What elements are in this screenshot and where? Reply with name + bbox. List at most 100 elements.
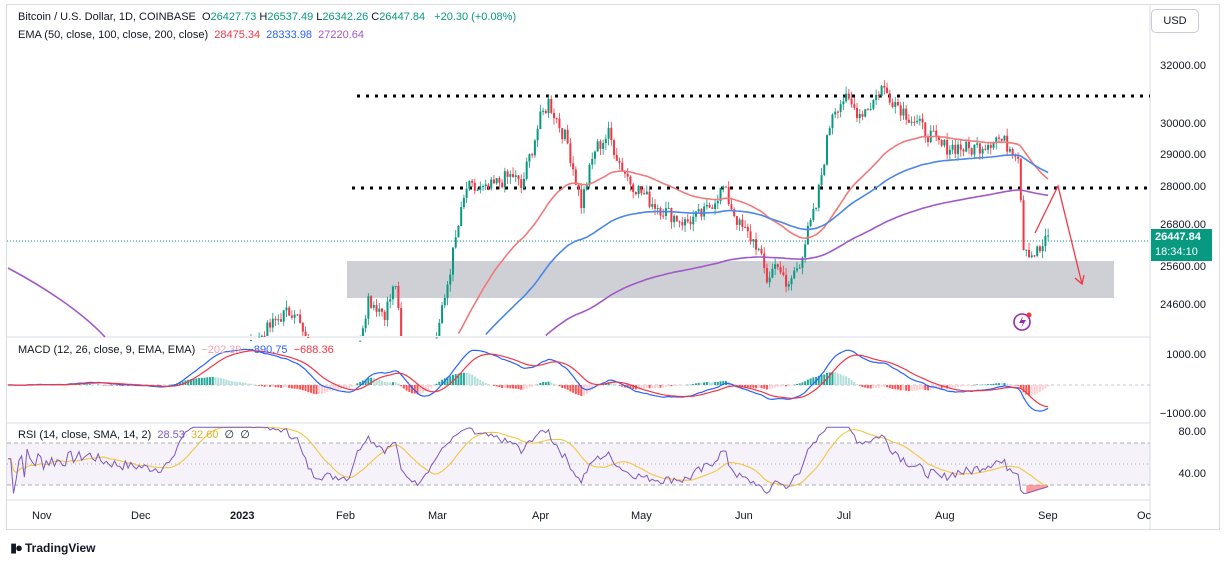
macd-histogram-bar (181, 381, 184, 385)
macd-histogram-bar (77, 384, 80, 385)
candle (763, 247, 766, 274)
candle (623, 171, 626, 178)
macd-histogram-bar (1017, 385, 1020, 386)
macd-histogram-bar (1003, 382, 1006, 385)
macd-histogram-bar (247, 383, 250, 385)
macd-histogram-bar (451, 374, 454, 385)
macd-histogram-bar (536, 384, 539, 386)
candle (1028, 242, 1031, 259)
macd-histogram-bar (675, 385, 678, 386)
candle (465, 181, 468, 204)
macd-histogram-bar (801, 382, 804, 385)
macd-histogram-bar (793, 384, 796, 386)
macd-histogram-bar (561, 385, 564, 388)
candle (831, 113, 834, 135)
ema-label[interactable]: EMA (50, close, 100, close, 200, close) (18, 29, 209, 41)
macd-histogram-bar (959, 385, 962, 387)
ohlc-key-o: O (201, 11, 211, 23)
candle (290, 310, 293, 320)
candle (967, 136, 970, 155)
candle (585, 182, 588, 191)
macd-histogram-bar (170, 384, 173, 385)
macd-legend[interactable]: MACD (12, 26, close, 9, EMA, EMA) −202.3… (18, 344, 337, 356)
macd-histogram-bar (550, 382, 553, 385)
macd-histogram-bar (1028, 385, 1031, 396)
rsi-legend[interactable]: RSI (14, close, SMA, 14, 2) 28.53 32.60 … (18, 428, 253, 441)
macd-histogram-bar (746, 385, 749, 388)
macd-histogram-bar (383, 382, 386, 385)
macd-histogram-bar (391, 382, 394, 385)
macd-histogram-bar (331, 385, 334, 391)
candle (959, 139, 962, 157)
macd-histogram-bar (640, 385, 643, 389)
candle (389, 294, 392, 309)
macd-histogram-bar (446, 377, 449, 385)
macd-histogram-bar (198, 377, 201, 385)
macd-histogram-bar (763, 385, 766, 389)
rsi-label[interactable]: RSI (14, close, SMA, 14, 2) (18, 429, 152, 441)
symbol-legend[interactable]: Bitcoin / U.S. Dollar, 1D, COINBASE O264… (18, 11, 519, 23)
symbol-title[interactable]: Bitcoin / U.S. Dollar, 1D, COINBASE (18, 11, 196, 23)
candle (441, 301, 444, 325)
macd-histogram-bar (432, 385, 435, 386)
macd-histogram-bar (875, 385, 878, 388)
macd-histogram-bar (454, 374, 457, 385)
macd-histogram-bar (834, 372, 837, 385)
candle (443, 294, 446, 309)
candle (1047, 228, 1050, 242)
tradingview-logo[interactable]: ▮● TradingView (10, 540, 95, 556)
macd-histogram-bar (424, 385, 427, 392)
macd-histogram-bar (533, 385, 536, 386)
candle (940, 139, 943, 148)
price-axis-label: 32000.00 (1160, 60, 1206, 72)
macd-histogram-bar (91, 384, 94, 385)
macd-label[interactable]: MACD (12, 26, close, 9, EMA, EMA) (18, 344, 196, 356)
candle (916, 114, 919, 124)
candle (618, 157, 621, 170)
candle (746, 223, 749, 238)
macd-histogram-bar (438, 381, 441, 385)
flash-icon[interactable] (1013, 312, 1032, 331)
macd-histogram-bar (973, 384, 976, 386)
candle (765, 263, 768, 285)
candle (703, 202, 706, 221)
candle (520, 174, 523, 194)
macd-histogram-bar (989, 384, 992, 385)
macd-histogram-bar (847, 378, 850, 385)
macd-histogram-bar (858, 385, 861, 386)
rsi-axis-upper: 80.00 (1178, 426, 1206, 438)
macd-histogram-bar (269, 385, 272, 387)
candle (724, 185, 727, 188)
macd-histogram-bar (785, 385, 788, 387)
macd-histogram-bar (714, 382, 717, 385)
macd-histogram-bar (75, 384, 78, 385)
candle (670, 207, 673, 229)
candle (591, 152, 594, 170)
candle (634, 191, 637, 196)
macd-histogram-bar (905, 385, 908, 391)
ohlc-key-c: C (371, 11, 380, 23)
ema200-line (545, 189, 1049, 337)
candle (790, 275, 793, 291)
ema-legend[interactable]: EMA (50, close, 100, close, 200, close) … (18, 29, 367, 41)
currency-button[interactable]: USD (1151, 9, 1199, 33)
macd-histogram-bar (700, 382, 703, 385)
macd-histogram-bar (386, 382, 389, 385)
ema100-line (485, 154, 1049, 335)
macd-histogram-bar (219, 378, 222, 385)
candle (664, 201, 667, 220)
candle (798, 264, 801, 269)
macd-histogram-bar (389, 382, 392, 385)
candle (1038, 245, 1041, 254)
candle (446, 280, 449, 306)
candle (495, 177, 498, 185)
candle (817, 183, 820, 212)
price-change: +20.30 (+0.08%) (434, 11, 517, 23)
macd-histogram-bar (563, 385, 566, 389)
macd-histogram-bar (787, 385, 790, 387)
candle (381, 307, 384, 317)
macd-histogram-bar (664, 385, 667, 387)
macd-histogram-bar (503, 385, 506, 388)
macd-histogram-bar (282, 385, 285, 388)
